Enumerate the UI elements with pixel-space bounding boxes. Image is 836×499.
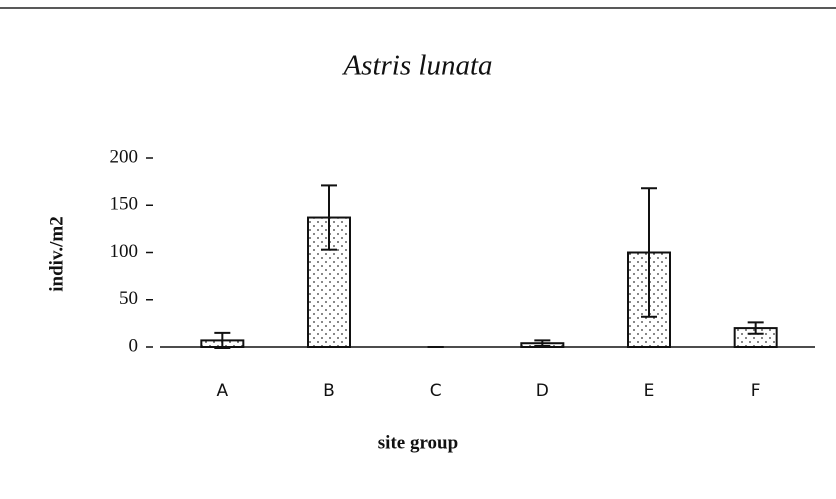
x-tick-label: D bbox=[536, 381, 549, 401]
error-bar bbox=[321, 184, 337, 251]
y-tick-label: 50 bbox=[119, 288, 138, 309]
y-tick-label: 0 bbox=[129, 335, 139, 356]
x-tick-label: B bbox=[323, 381, 335, 401]
error-bar bbox=[214, 331, 231, 349]
x-tick-label: E bbox=[644, 381, 655, 401]
x-tick-label: C bbox=[430, 381, 442, 401]
error-bar bbox=[534, 339, 551, 348]
y-axis-label: indiv./m2 bbox=[46, 216, 67, 292]
error-bar bbox=[641, 187, 657, 318]
error-bar bbox=[747, 321, 764, 335]
x-tick-label: F bbox=[751, 381, 761, 401]
chart-title: Astris lunata bbox=[341, 50, 492, 82]
x-axis-label: site group bbox=[378, 432, 458, 453]
x-tick-label: A bbox=[217, 381, 229, 401]
y-tick-label: 100 bbox=[110, 241, 139, 262]
y-tick-label: 200 bbox=[110, 146, 139, 167]
y-tick-label: 150 bbox=[110, 194, 139, 215]
